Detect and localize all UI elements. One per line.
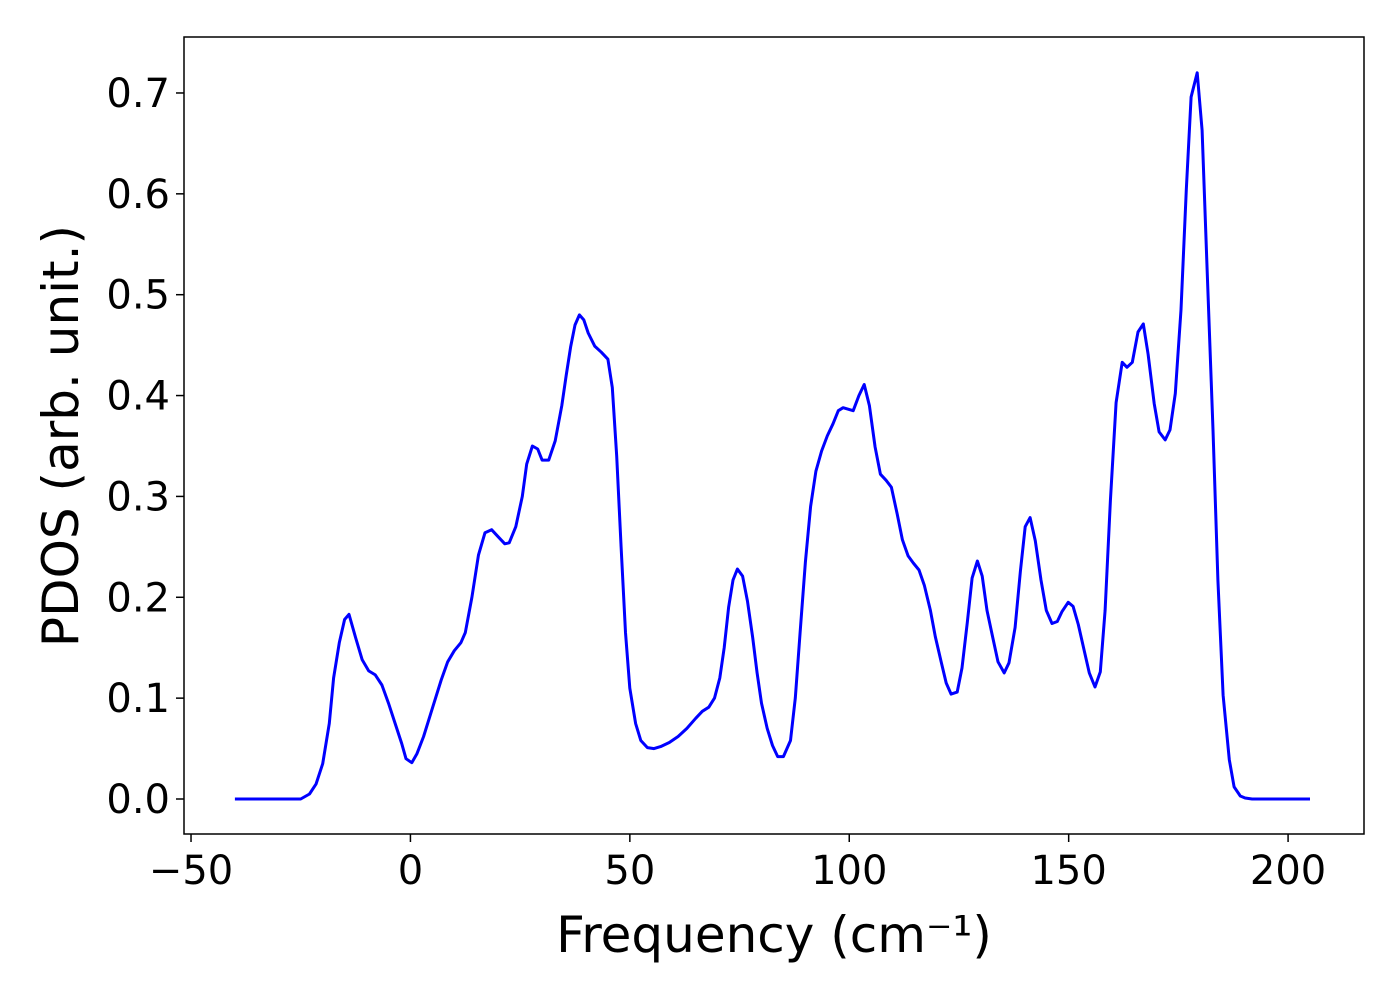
x-axis-label: Frequency (cm⁻¹)	[556, 906, 992, 964]
y-tick-label: 0.0	[106, 777, 170, 823]
x-tick-label: 150	[1030, 848, 1106, 894]
y-tick-label: 0.6	[106, 172, 170, 218]
y-tick-label: 0.7	[106, 71, 170, 117]
data-line	[234, 71, 1310, 801]
plot-frame	[183, 36, 1365, 835]
x-tick-label: 50	[604, 848, 655, 894]
x-tick-label: 100	[811, 848, 887, 894]
y-tick-label: 0.3	[106, 474, 170, 520]
y-tick-label: 0.5	[106, 273, 170, 319]
y-axis-label: PDOS (arb. unit.)	[32, 225, 90, 647]
y-tick-label: 0.2	[106, 575, 170, 621]
x-tick-label: −50	[149, 848, 233, 894]
y-tick-label: 0.1	[106, 676, 170, 722]
y-tick-label: 0.4	[106, 374, 170, 420]
x-tick-label: 200	[1250, 848, 1326, 894]
x-tick-label: 0	[398, 848, 423, 894]
